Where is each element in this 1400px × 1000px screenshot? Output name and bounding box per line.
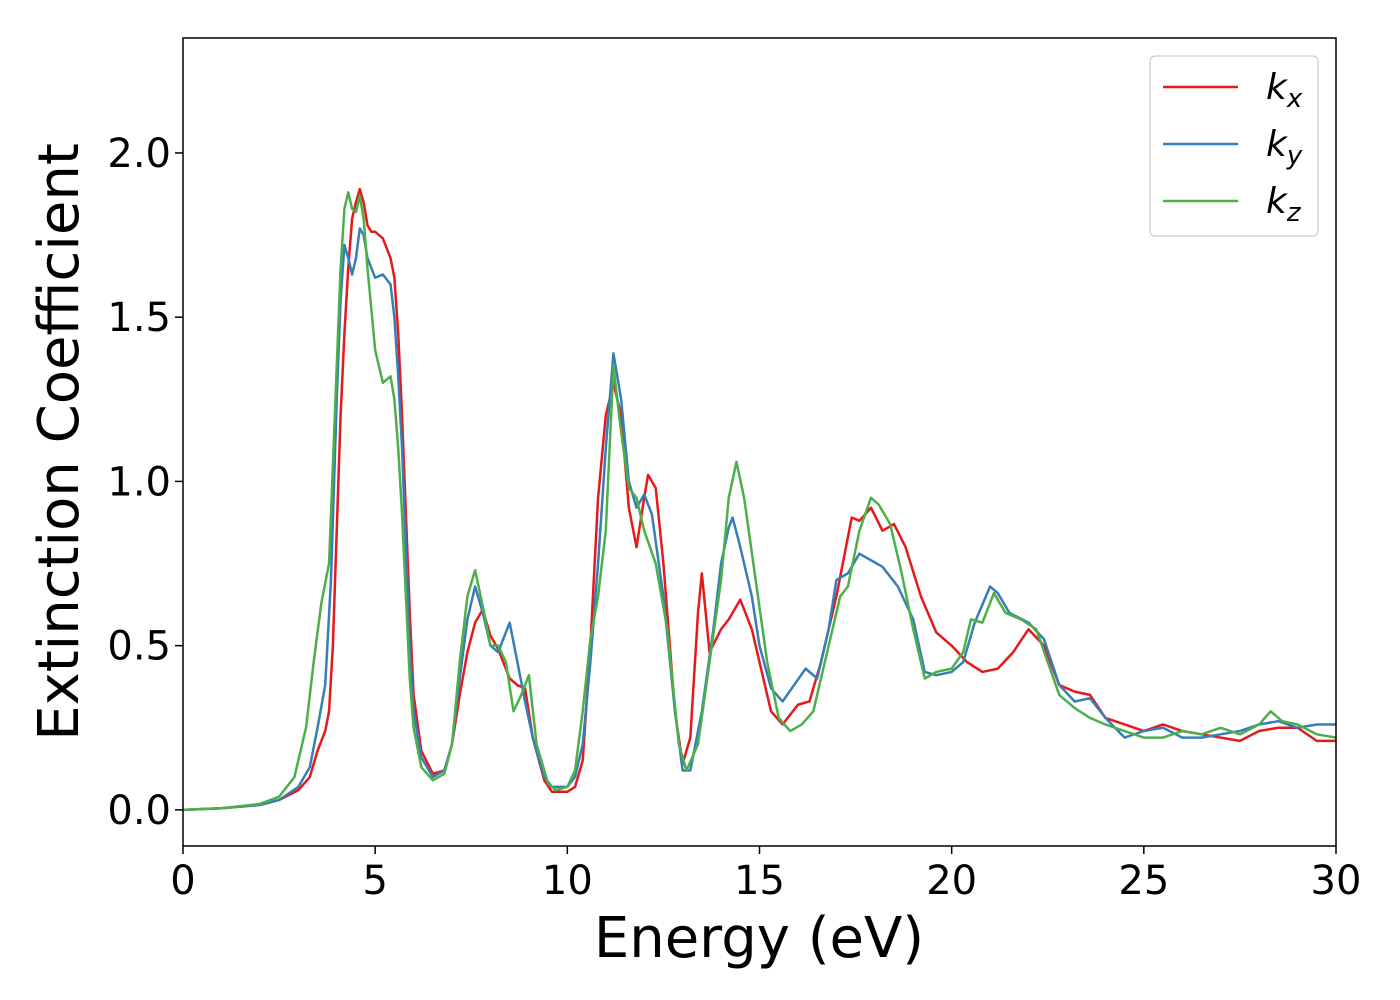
y-tick-label: 1.5 <box>107 295 171 341</box>
y-tick-label: 0.0 <box>107 788 171 834</box>
x-tick-label: 15 <box>734 858 785 904</box>
series-line-kx <box>182 187 1336 812</box>
series-line-ky <box>182 227 1336 812</box>
y-axis-label: Extinction Coefficient <box>27 143 92 741</box>
x-tick-label: 10 <box>542 858 593 904</box>
x-axis-label: Energy (eV) <box>594 906 924 971</box>
plot-lines <box>182 187 1337 812</box>
x-tick-label: 5 <box>362 858 387 904</box>
series-line-kz <box>182 191 1337 812</box>
x-axis-ticks: 0 5 10 15 20 25 30 <box>170 846 1361 904</box>
y-axis-ticks: 0.0 0.5 1.0 1.5 2.0 <box>107 131 183 834</box>
y-tick-label: 1.0 <box>107 459 171 505</box>
x-tick-label: 25 <box>1118 858 1169 904</box>
x-tick-label: 0 <box>170 858 195 904</box>
y-tick-label: 2.0 <box>107 131 171 177</box>
legend-box <box>1149 55 1319 237</box>
y-tick-label: 0.5 <box>107 624 171 670</box>
x-tick-label: 20 <box>926 858 977 904</box>
x-tick-label: 30 <box>1311 858 1362 904</box>
